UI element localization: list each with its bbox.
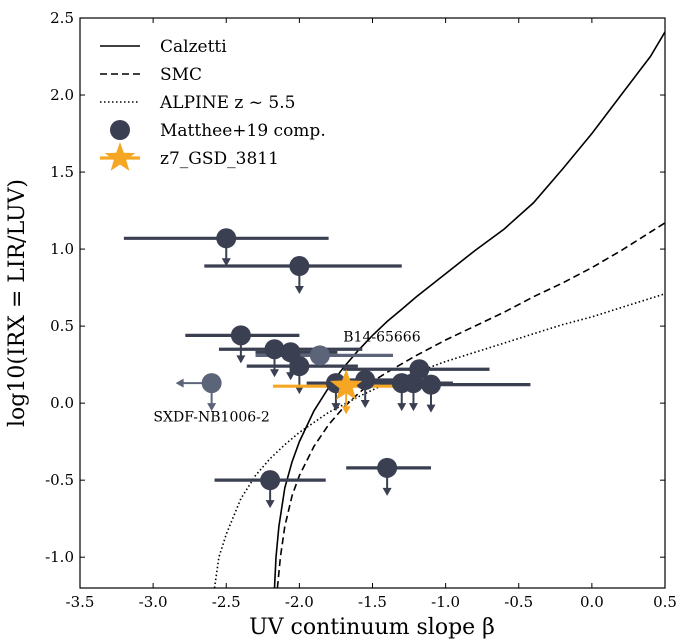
data-point	[216, 228, 237, 249]
y-tick-label: 0.5	[50, 317, 74, 335]
upper-limit-arrow	[207, 403, 217, 412]
data-point	[260, 470, 281, 491]
y-axis-label: log10(IRX = LIR/LUV)	[5, 179, 30, 427]
data-point	[355, 370, 376, 391]
x-tick-label: -3.0	[139, 593, 168, 611]
highlight-limit-arrow	[341, 406, 351, 415]
x-tick-label: -1.0	[431, 593, 460, 611]
x-tick-label: -3.5	[66, 593, 95, 611]
upper-limit-arrow	[408, 403, 418, 412]
upper-limit-arrow	[294, 286, 304, 295]
upper-limit-arrow	[236, 355, 246, 364]
x-tick-label: 0.0	[580, 593, 604, 611]
curve-dotted	[213, 293, 665, 588]
y-tick-label: 2.0	[50, 86, 74, 104]
upper-limit-arrow	[294, 386, 304, 395]
data-point	[377, 457, 398, 478]
data-point	[201, 373, 222, 394]
upper-limit-arrow	[265, 500, 275, 509]
x-limit-arrow	[175, 378, 184, 388]
data-points	[201, 228, 441, 491]
y-tick-label: -0.5	[45, 471, 74, 489]
y-tick-label: 0.0	[50, 394, 74, 412]
y-tick-label: 2.5	[50, 9, 74, 27]
x-tick-label: 0.5	[653, 593, 677, 611]
upper-limit-arrow	[360, 400, 370, 409]
y-tick-label: -1.0	[45, 548, 74, 566]
upper-limit-arrow	[286, 372, 296, 381]
legend-label: SMC	[160, 65, 202, 85]
x-axis-ticks: -3.5 -3.0 -2.5 -2.0 -1.5 -1.0 -0.5 0.0 0.5	[66, 18, 677, 611]
data-point	[421, 374, 441, 395]
legend-label: Calzetti	[160, 37, 227, 57]
upper-limit-arrow	[382, 487, 392, 496]
upper-limit-arrow	[426, 404, 436, 413]
legend: Calzetti SMC ALPINE z ~ 5.5 Matthee+19 comp…	[100, 37, 326, 171]
plot-area	[80, 18, 665, 588]
point-annotations: B14-65666 SXDF-NB1006-2	[153, 330, 420, 426]
upper-limit-arrow	[270, 369, 280, 378]
x-tick-label: -2.0	[285, 593, 314, 611]
data-point	[264, 339, 285, 360]
x-axis-label: UV continuum slope β	[249, 615, 495, 639]
legend-marker-star	[104, 142, 136, 171]
y-axis-ticks: -1.0 -0.5 0.0 0.5 1.0 1.5 2.0 2.5	[45, 9, 665, 566]
model-curves	[213, 31, 665, 588]
data-point	[289, 256, 310, 277]
legend-label: ALPINE z ~ 5.5	[159, 93, 295, 113]
x-tick-label: -2.5	[212, 593, 241, 611]
upper-limit-arrow	[221, 258, 231, 267]
annotation-label: B14-65666	[343, 330, 420, 346]
upper-limit-arrow	[331, 403, 341, 412]
data-point	[230, 325, 251, 346]
legend-label: z7_GSD_3811	[160, 149, 279, 169]
y-tick-label: 1.0	[50, 240, 74, 258]
data-point	[289, 356, 310, 377]
curve-dashed	[276, 222, 665, 588]
legend-marker-circle	[110, 120, 130, 140]
highlight-star	[330, 369, 363, 400]
upper-limit-arrow	[397, 403, 407, 412]
curve-solid	[273, 31, 665, 588]
annotation-label: SXDF-NB1006-2	[153, 410, 269, 426]
y-tick-label: 1.5	[50, 163, 74, 181]
data-point	[309, 345, 330, 366]
legend-label: Matthee+19 comp.	[160, 121, 326, 141]
x-tick-label: -1.5	[358, 593, 387, 611]
data-point	[409, 359, 430, 380]
x-tick-label: -0.5	[504, 593, 533, 611]
